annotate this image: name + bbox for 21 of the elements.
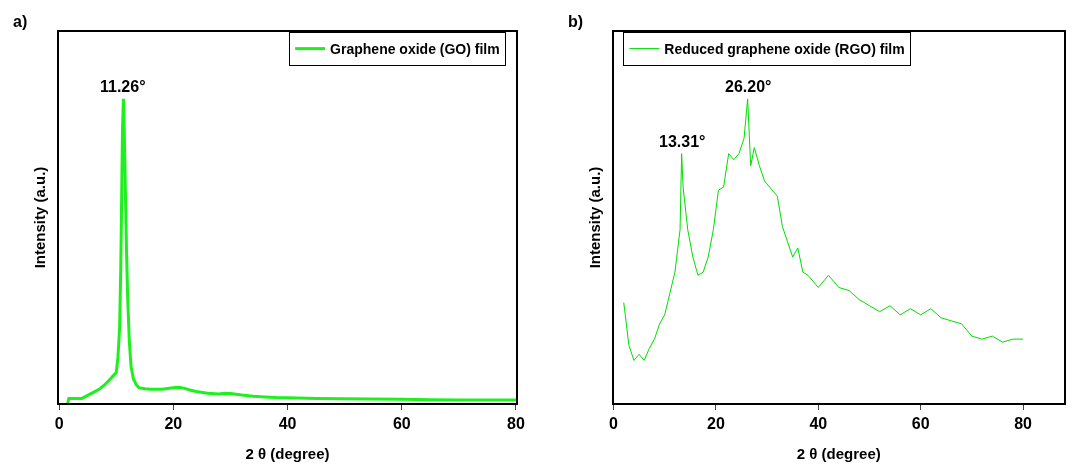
- annotation: 13.31°: [659, 133, 706, 150]
- annotation: 26.20°: [725, 78, 772, 95]
- x-axis-title: 2 θ (degree): [796, 445, 881, 463]
- text: a): [13, 13, 28, 30]
- x-tick-label: 60: [911, 414, 930, 432]
- x-tick-label: 60: [392, 414, 411, 432]
- x-tick-label: 20: [706, 414, 725, 432]
- x-tick-label: 40: [809, 414, 828, 432]
- annotation: 11.26°: [100, 78, 146, 95]
- x-tick-label: 0: [54, 414, 64, 432]
- legend-label: Reduced graphene oxide (RGO) film: [664, 41, 905, 58]
- y-axis-title: Intensity (a.u.): [31, 166, 49, 269]
- x-tick-label: 0: [609, 414, 619, 432]
- x-axis-title: 2 θ (degree): [245, 445, 330, 463]
- x-tick-label: 80: [507, 414, 525, 432]
- y-axis-title: Intensity (a.u.): [585, 166, 603, 269]
- legend-label: Graphene oxide (GO) film: [330, 41, 500, 58]
- x-tick-label: 20: [164, 414, 183, 432]
- x-tick-label: 80: [1014, 414, 1033, 432]
- text: b): [568, 13, 584, 30]
- x-tick-label: 40: [278, 414, 297, 432]
